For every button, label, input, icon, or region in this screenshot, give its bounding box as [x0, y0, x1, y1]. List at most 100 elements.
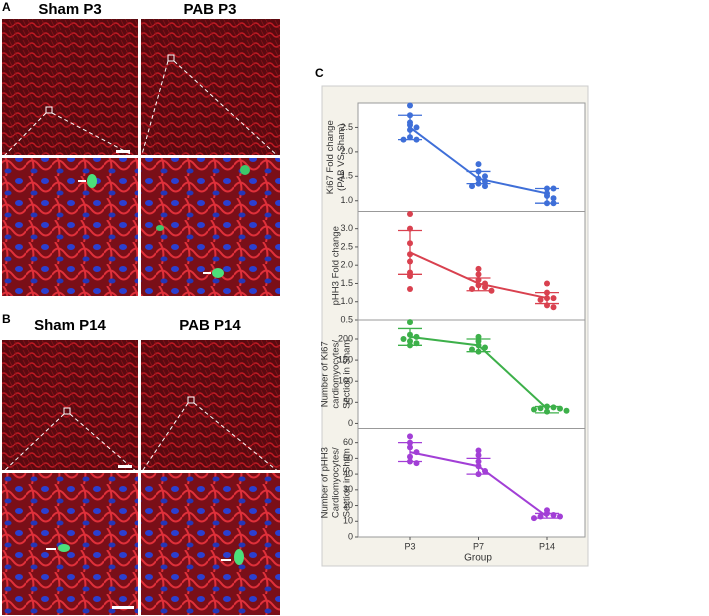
- data-point: [563, 407, 570, 414]
- micrograph: [2, 19, 138, 155]
- error-bar: [398, 114, 422, 141]
- micrograph-zoom: [141, 473, 280, 615]
- micrograph: [141, 19, 280, 155]
- y-axis-label: Number of Ki67: [320, 341, 331, 407]
- y-tick-label: 1.5: [340, 278, 353, 288]
- panel-label: A: [2, 0, 11, 14]
- micrograph: [141, 340, 280, 470]
- positive-cell: [240, 165, 250, 175]
- data-point: [482, 467, 488, 474]
- y-axis-label: Section in Sham: [342, 448, 353, 517]
- image-title: Sham P3: [38, 1, 101, 18]
- roi-box: [167, 54, 175, 62]
- roi-box: [187, 396, 195, 404]
- y-tick-label: 150: [338, 354, 353, 364]
- y-tick-label: 200: [338, 333, 353, 343]
- zoom-lines: [1, 60, 281, 159]
- data-point: [482, 178, 488, 185]
- data-point: [537, 296, 544, 303]
- y-axis-label: Ki67 Fold change: [325, 120, 336, 194]
- y-tick-label: 1.0: [340, 296, 353, 306]
- subplot-frame: [357, 102, 586, 212]
- data-point: [413, 333, 420, 340]
- image-title: Sham P14: [34, 317, 106, 334]
- y-tick-label: 2.0: [340, 146, 353, 156]
- micrograph: [2, 340, 138, 470]
- y-tick-label: 2.5: [340, 241, 353, 251]
- y-tick-label: 60: [343, 437, 353, 447]
- data-point: [482, 183, 488, 190]
- data-point: [550, 304, 557, 311]
- data-point: [544, 280, 550, 287]
- y-tick-label: 2.5: [340, 122, 353, 132]
- positive-cell: [212, 268, 224, 278]
- data-point: [413, 124, 420, 131]
- data-point: [407, 433, 413, 440]
- image-title: PAB P14: [179, 317, 241, 334]
- micrograph-zoom: [2, 473, 138, 615]
- error-bar: [466, 277, 491, 292]
- zoom-lines: [1, 402, 281, 474]
- x-tick-label: P14: [539, 541, 555, 551]
- data-point: [482, 284, 488, 291]
- micrographs: A Sham P3 PAB P3 B Sham P14 PAB P14: [1, 0, 281, 615]
- scale-bar: [118, 465, 132, 468]
- data-point: [475, 265, 482, 272]
- x-tick-label: P7: [473, 541, 484, 551]
- data-point: [407, 285, 413, 292]
- error-bar: [398, 442, 422, 463]
- data-point: [475, 452, 482, 459]
- error-bar: [466, 457, 491, 475]
- data-point: [550, 404, 557, 411]
- y-tick-label: 1.5: [340, 171, 353, 181]
- y-tick-label: 0: [348, 531, 353, 541]
- error-bar: [535, 291, 559, 305]
- y-axis-label: cardiomyocytes/: [331, 340, 342, 409]
- x-tick-label: P3: [404, 541, 415, 551]
- data-point: [475, 447, 482, 454]
- data-point: [550, 195, 557, 202]
- data-point: [482, 344, 488, 351]
- y-axis-label: Number of pHH3: [320, 447, 331, 518]
- y-tick-label: 3.0: [340, 223, 353, 233]
- data-point: [407, 319, 413, 326]
- data-point: [407, 102, 413, 109]
- y-tick-label: 50: [343, 397, 353, 407]
- y-tick-label: 0: [348, 418, 353, 428]
- y-axis-label: pHH3 Fold change: [331, 226, 342, 305]
- data-point: [475, 271, 482, 278]
- subplot-frame: [357, 428, 586, 538]
- y-tick-label: 2.0: [340, 260, 353, 270]
- error-bar: [535, 187, 559, 204]
- subplot-frame: [357, 319, 586, 429]
- roi-box: [45, 106, 53, 114]
- data-point: [482, 173, 488, 180]
- data-point: [488, 287, 495, 294]
- error-bar: [398, 229, 422, 275]
- y-tick-label: 1.0: [340, 195, 353, 205]
- y-tick-label: 20: [343, 500, 353, 510]
- data-point: [550, 295, 557, 302]
- micrograph-zoom: [2, 158, 138, 296]
- y-tick-label: 30: [343, 484, 353, 494]
- y-tick-label: 100: [338, 376, 353, 386]
- data-point: [531, 515, 537, 522]
- error-bar: [466, 338, 491, 353]
- error-bar: [535, 512, 559, 519]
- data-point: [475, 161, 482, 168]
- y-tick-label: 10: [343, 516, 353, 526]
- roi-box: [63, 407, 71, 415]
- panel-label: C: [315, 66, 324, 80]
- error-bar: [535, 405, 559, 414]
- positive-cell: [87, 174, 97, 188]
- positive-cell: [156, 225, 164, 231]
- y-axis-label: Cardiomyocytes/: [331, 447, 342, 518]
- y-tick-label: 40: [343, 468, 353, 478]
- data-point: [413, 449, 420, 456]
- data-point: [469, 183, 475, 190]
- data-point: [400, 335, 407, 342]
- panel-label: B: [2, 312, 11, 326]
- scale-bar: [112, 606, 134, 609]
- positive-cell: [58, 544, 70, 552]
